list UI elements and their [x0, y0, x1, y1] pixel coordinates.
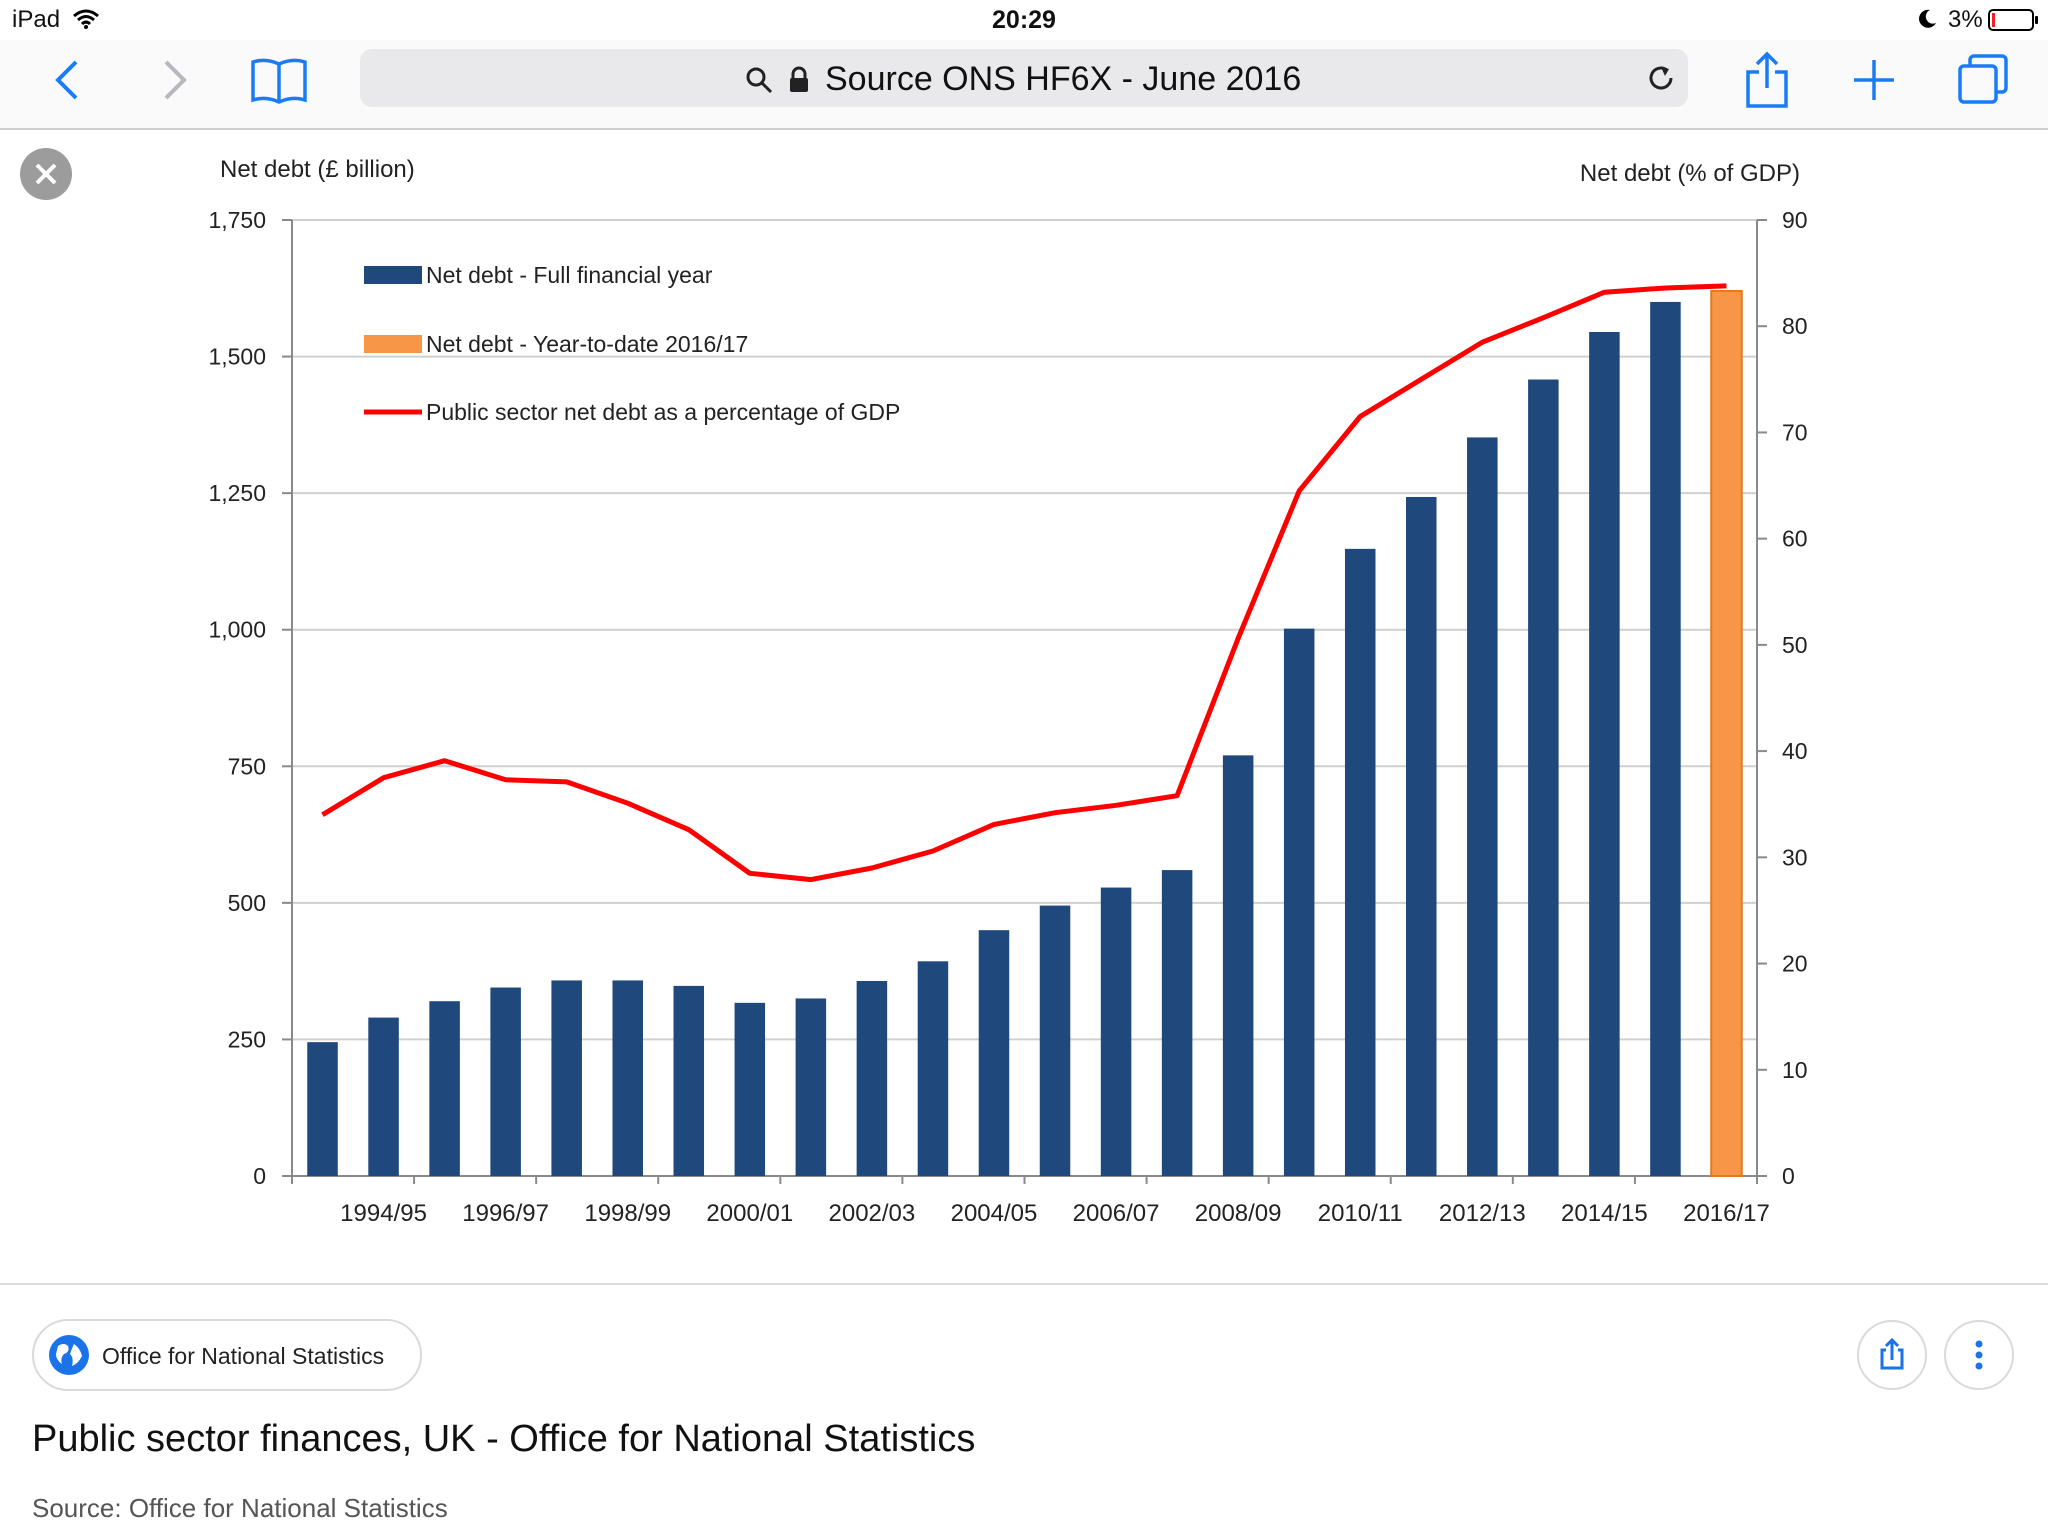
result-title[interactable]: Public sector finances, UK - Office for …	[32, 1418, 976, 1460]
y-tick-label-right: 40	[1782, 738, 1808, 764]
y-tick-label-right: 80	[1782, 313, 1808, 339]
source-chip-label: Office for National Statistics	[102, 1343, 385, 1369]
bar	[1344, 548, 1376, 1176]
y-tick-label-right: 30	[1782, 844, 1808, 870]
y-tick-label-left: 1,250	[208, 480, 266, 506]
status-time: 20:29	[992, 6, 1056, 34]
moon-icon	[1919, 9, 1936, 28]
share-icon	[1880, 1337, 1904, 1370]
legend-swatch	[364, 335, 422, 353]
bar	[1039, 905, 1071, 1176]
net-debt-chart: 0 250 500 750 1,000 1,250 1,500 1,750 0 10 20 30 40 5…	[208, 156, 1808, 1227]
y-tick-label-left: 750	[228, 753, 266, 779]
legend-label: Public sector net debt as a percentage o…	[426, 399, 900, 425]
gdp-line	[321, 283, 1727, 883]
legend-swatch	[364, 266, 422, 284]
y-tick-label-right: 90	[1782, 207, 1808, 233]
x-tick-label: 2016/17	[1683, 1200, 1770, 1227]
bar	[551, 980, 582, 1176]
x-tick-label: 2000/01	[706, 1200, 793, 1227]
reload-icon[interactable]	[1645, 62, 1677, 94]
close-button[interactable]	[20, 148, 72, 200]
source-chip[interactable]: Office for National Statistics	[32, 1319, 422, 1391]
bar	[1222, 755, 1254, 1176]
bar	[795, 998, 827, 1176]
bar	[368, 1017, 399, 1176]
device-name: iPad	[12, 6, 61, 33]
result-source: Source: Office for National Statistics	[32, 1493, 448, 1523]
browser-toolbar: Source ONS HF6X - June 2016	[0, 40, 2048, 130]
y-tick-label-right: 10	[1782, 1057, 1808, 1083]
right-axis-title: Net debt (% of GDP)	[1580, 160, 1800, 187]
x-tick-label: 2012/13	[1439, 1200, 1526, 1227]
bar	[673, 985, 705, 1176]
divider	[0, 1283, 2048, 1285]
y-tick-label-left: 0	[253, 1163, 266, 1189]
bar	[917, 961, 949, 1176]
lock-icon	[790, 66, 808, 92]
bar	[490, 987, 521, 1176]
tabs-icon[interactable]	[1956, 52, 2010, 106]
bar	[1528, 379, 1559, 1176]
legend-label: Net debt - Year-to-date 2016/17	[426, 331, 748, 357]
address-text: Source ONS HF6X - June 2016	[825, 60, 1302, 98]
close-icon	[35, 163, 57, 185]
bar	[978, 930, 1010, 1176]
x-tick-label: 1994/95	[340, 1200, 427, 1227]
globe-icon	[49, 1335, 89, 1375]
bar	[1467, 437, 1498, 1176]
book-icon[interactable]	[250, 56, 308, 106]
more-button[interactable]	[1944, 1320, 2014, 1390]
y-tick-label-left: 1,750	[208, 207, 266, 233]
x-tick-label: 2008/09	[1195, 1200, 1282, 1227]
status-bar: iPad 20:29 3%	[0, 0, 2048, 40]
x-tick-label: 2004/05	[951, 1200, 1038, 1227]
battery-percent: 3%	[1948, 6, 1983, 33]
bar	[1406, 496, 1437, 1176]
bar	[1650, 301, 1681, 1176]
bar	[856, 980, 888, 1176]
y-tick-label-left: 500	[228, 890, 266, 916]
vertical-ellipsis-icon	[1975, 1340, 1983, 1370]
bar	[612, 980, 643, 1176]
battery-icon	[1988, 9, 2038, 31]
bar	[1710, 290, 1743, 1177]
y-tick-label-right: 60	[1782, 526, 1808, 552]
bar	[1283, 628, 1315, 1176]
wifi-icon	[73, 9, 99, 29]
bar	[307, 1042, 338, 1176]
share-button[interactable]	[1857, 1320, 1927, 1390]
bar	[1100, 887, 1132, 1176]
legend-label: Net debt - Full financial year	[426, 262, 713, 288]
x-tick-label: 2006/07	[1073, 1200, 1160, 1227]
x-tick-label: 2010/11	[1318, 1200, 1403, 1227]
x-tick-label: 1996/97	[462, 1200, 549, 1227]
bar	[1589, 331, 1620, 1176]
plus-icon[interactable]	[1850, 56, 1898, 104]
y-tick-label-left: 1,500	[208, 344, 266, 370]
x-tick-label: 2014/15	[1561, 1200, 1648, 1227]
bar	[1161, 870, 1193, 1176]
x-tick-label: 2002/03	[829, 1200, 916, 1227]
address-bar[interactable]: Source ONS HF6X - June 2016	[360, 49, 1688, 107]
left-axis-title: Net debt (£ billion)	[220, 156, 415, 183]
bar	[734, 1002, 766, 1176]
share-icon[interactable]	[1744, 50, 1790, 110]
y-tick-label-right: 70	[1782, 419, 1808, 445]
y-tick-label-left: 250	[228, 1026, 266, 1052]
y-tick-label-left: 1,000	[208, 617, 266, 643]
y-tick-label-right: 0	[1782, 1163, 1795, 1189]
y-tick-label-right: 20	[1782, 951, 1808, 977]
y-tick-label-right: 50	[1782, 632, 1808, 658]
magnifier-icon	[746, 67, 773, 94]
chevron-left-icon[interactable]	[52, 58, 82, 102]
x-tick-label: 1998/99	[584, 1200, 671, 1227]
chevron-right-icon[interactable]	[160, 58, 190, 102]
bar	[429, 1001, 460, 1176]
